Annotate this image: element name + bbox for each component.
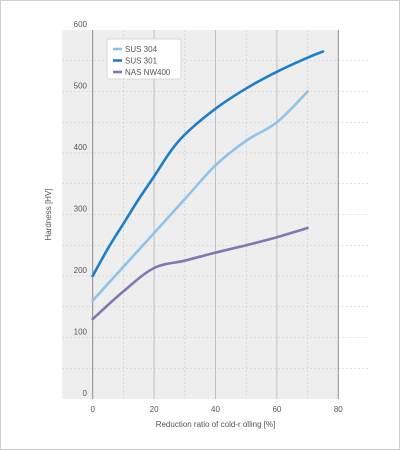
y-tick-label: 300 <box>74 205 88 214</box>
legend-label: SUS 304 <box>125 45 158 54</box>
legend: SUS 304 SUS 301 NAS NW400 <box>106 38 182 80</box>
grid-lines <box>62 30 369 399</box>
series-line-sus-301 <box>91 50 325 278</box>
x-tick-label: 40 <box>211 405 220 414</box>
y-tick-label: 200 <box>74 266 88 275</box>
series-lines <box>91 50 325 321</box>
x-axis-title: Reduction ratio of cold-r olling [%] <box>156 420 276 429</box>
x-tick-label: 60 <box>272 405 281 414</box>
y-tick-label: 400 <box>74 143 88 152</box>
legend-label: SUS 301 <box>125 57 158 66</box>
x-tick-label: 80 <box>334 405 343 414</box>
y-axis-title: Hardness [HV] <box>44 188 53 240</box>
y-tick-label: 600 <box>74 20 88 29</box>
series-line-nas-nw400 <box>91 226 309 321</box>
y-tick-label: 100 <box>74 328 88 337</box>
legend-box <box>106 38 182 80</box>
y-tick-label: 0 <box>83 389 88 398</box>
tick-labels: 0 100 200 300 400 500 600 0 20 40 60 80 <box>74 20 344 414</box>
legend-label: NAS NW400 <box>125 68 171 77</box>
x-tick-label: 0 <box>90 405 95 414</box>
x-tick-label: 20 <box>150 405 159 414</box>
y-tick-label: 500 <box>74 82 88 91</box>
series-line-sus-304 <box>91 90 309 302</box>
